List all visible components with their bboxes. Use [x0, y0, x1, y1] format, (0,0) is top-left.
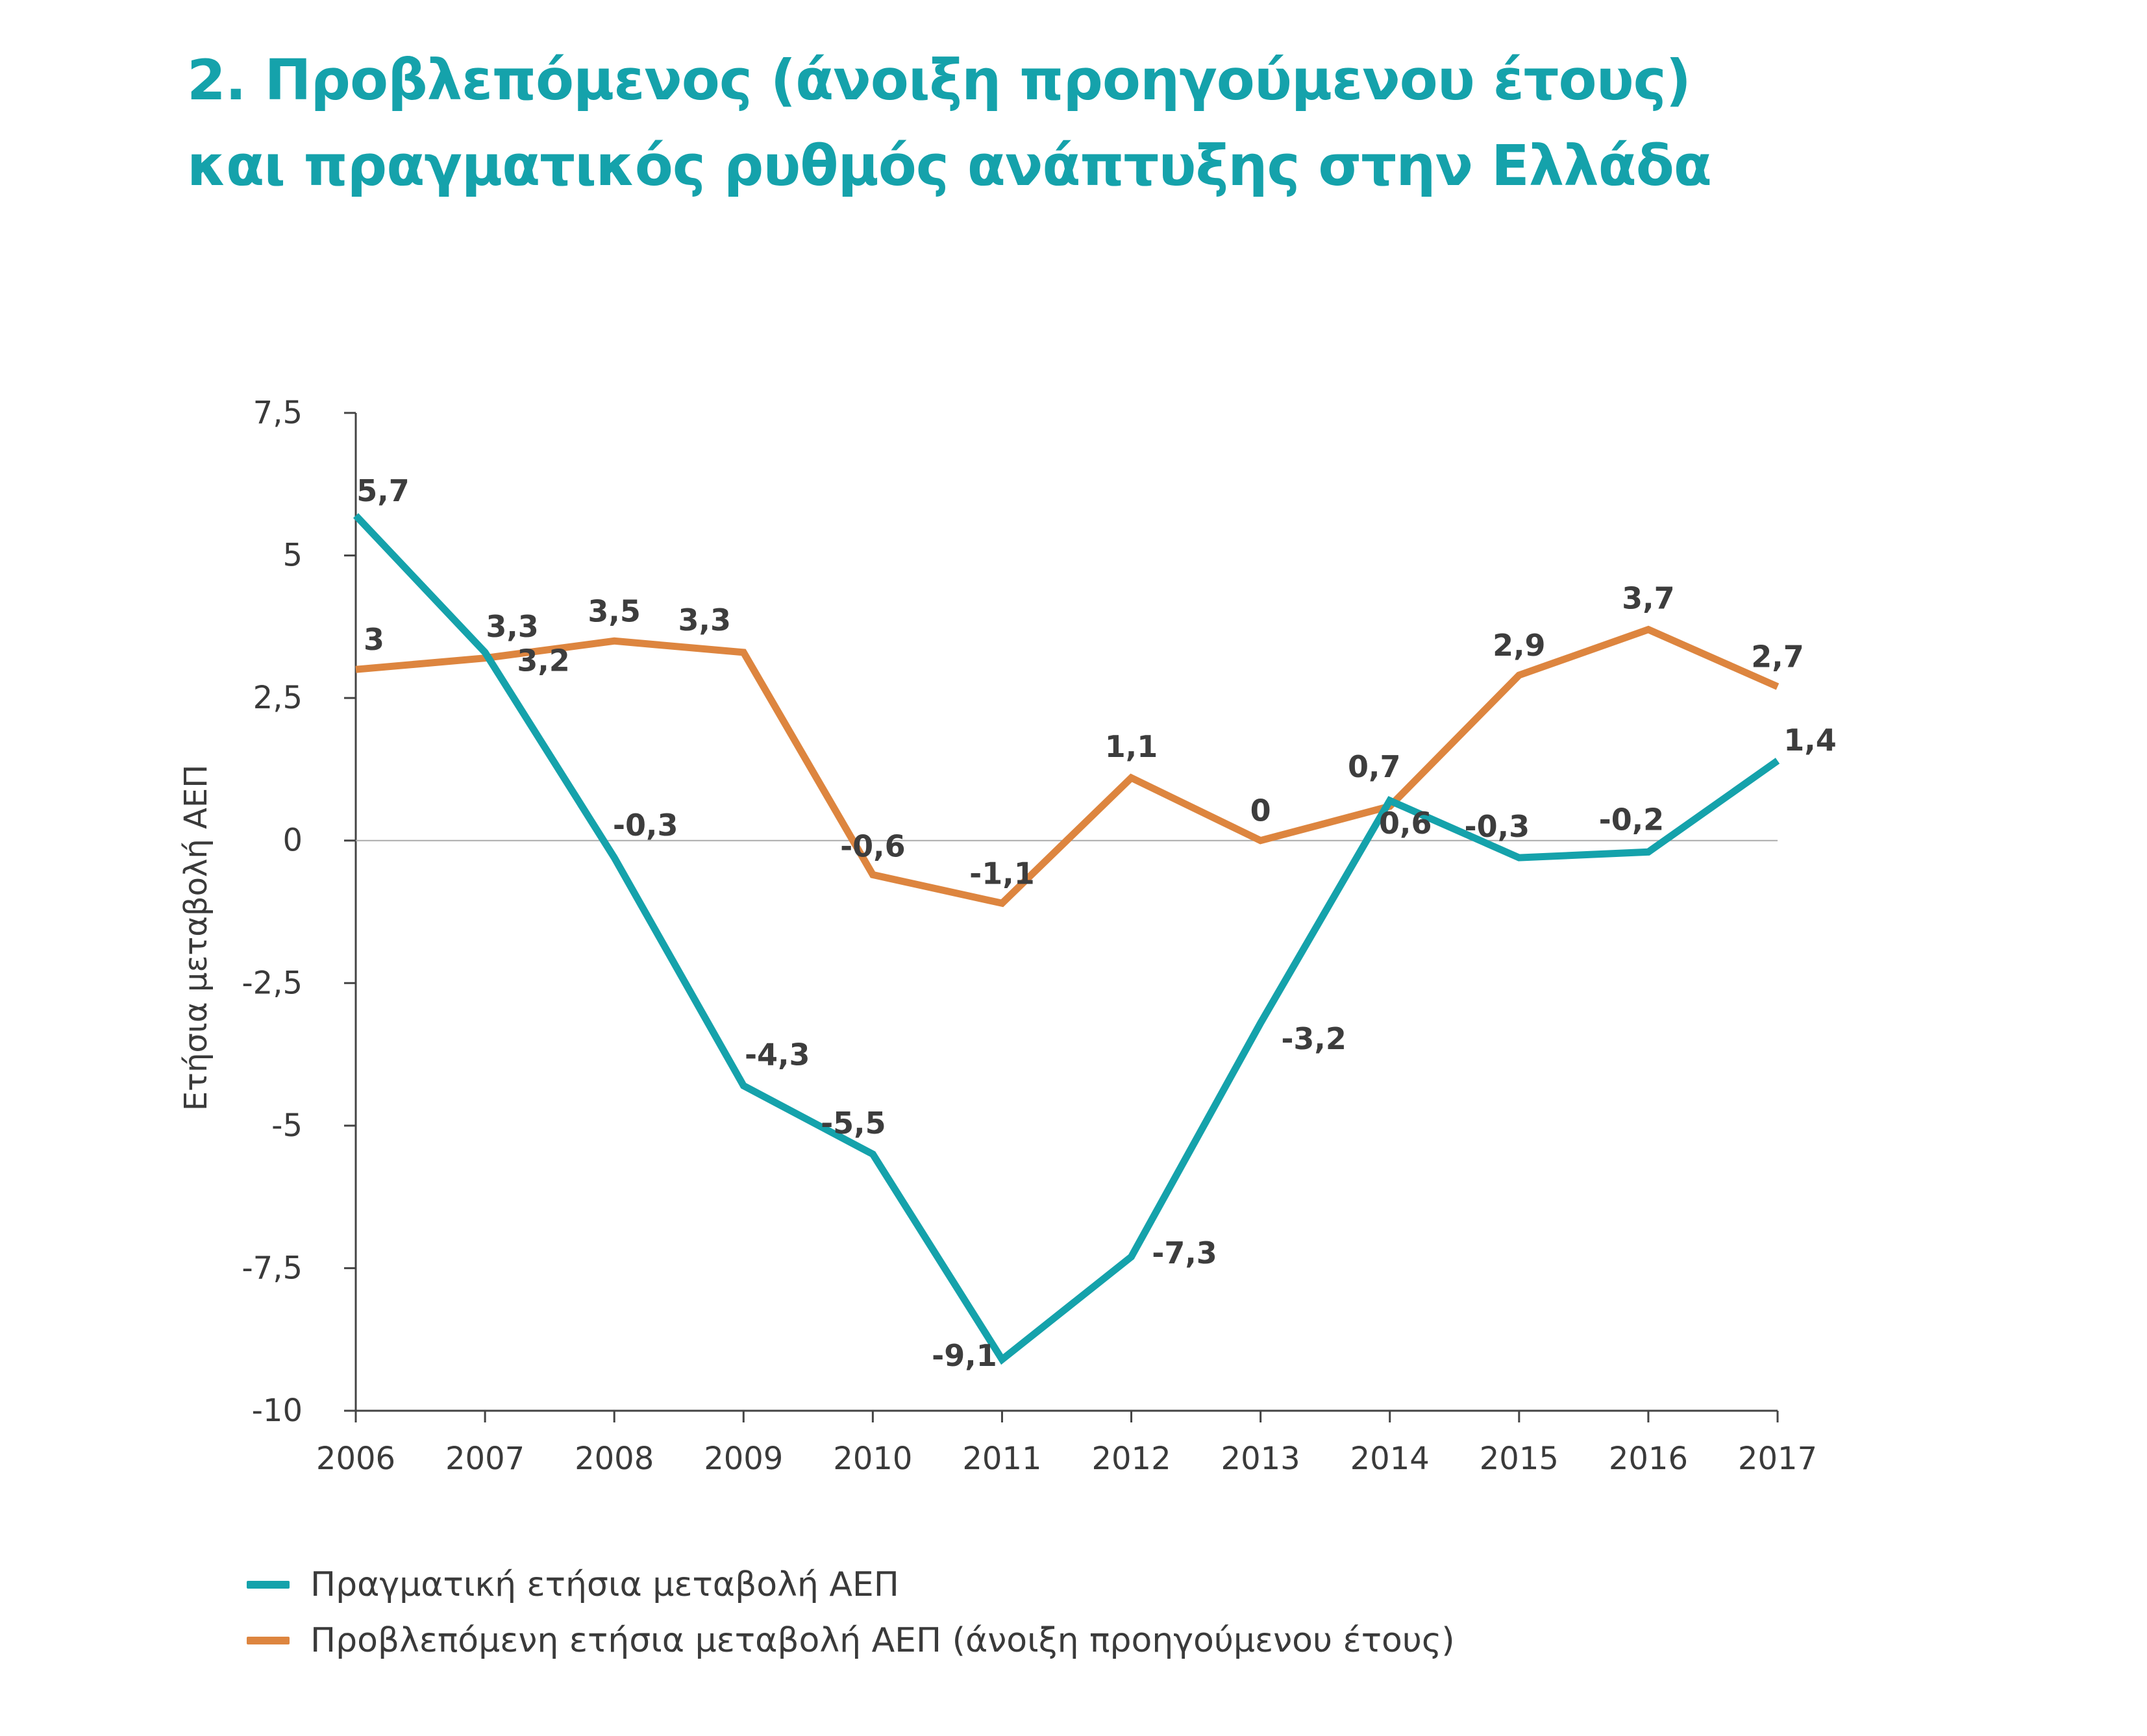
data-label-forecast: 2,9 [1493, 628, 1546, 663]
data-label-forecast: 3,7 [1622, 581, 1675, 616]
chart-title-line-2: και πραγματικός ρυθμός ανάπτυξης στην Ελ… [187, 134, 1712, 199]
chart-legend: Πραγματική ετήσια μεταβολή ΑΕΠ Προβλεπόμ… [247, 1557, 1455, 1668]
series-line-actual [353, 513, 1780, 1365]
x-tick-label: 2008 [575, 1441, 654, 1477]
data-label-actual: -5,5 [821, 1106, 886, 1141]
chart-data-labels: 5,7 3,3 -0,3 -4,3 -5,5 -9,1 -7,3 -3,2 0,7 -0,3 -0,… [356, 473, 1837, 1373]
data-label-actual: -0,3 [1465, 809, 1530, 844]
y-tick-label: -2,5 [242, 965, 303, 1001]
x-tick-label: 2016 [1609, 1441, 1688, 1477]
data-label-forecast: -0,6 [840, 828, 906, 863]
data-label-actual: -3,2 [1281, 1021, 1347, 1056]
data-label-forecast: 0,6 [1379, 806, 1432, 841]
y-tick-label: -7,5 [242, 1250, 303, 1286]
x-tick-label: 2017 [1738, 1441, 1817, 1477]
data-label-actual: 0,7 [1348, 749, 1401, 784]
chart-title: 2. Προβλεπόμενος (άνοιξη προηγούμενου έτ… [187, 38, 1712, 209]
data-label-actual: 3,3 [486, 609, 539, 644]
chart-title-line-1: 2. Προβλεπόμενος (άνοιξη προηγούμενου έτ… [187, 48, 1691, 113]
chart-axes: 7,5 5 2,5 0 -2,5 -5 -7,5 -10 2006 2007 2008 2009 201… [178, 395, 1817, 1477]
x-tick-label: 2009 [704, 1441, 783, 1477]
series-line-forecast [355, 625, 1780, 908]
y-tick-label: 2,5 [253, 680, 303, 716]
legend-label-actual: Πραγματική ετήσια μεταβολή ΑΕΠ [310, 1565, 899, 1604]
y-tick-label: 0 [282, 823, 303, 859]
chart-series [353, 513, 1780, 1365]
y-tick-label: -10 [252, 1393, 303, 1429]
legend-item-forecast: Προβλεπόμενη ετήσια μεταβολή ΑΕΠ (άνοιξη… [247, 1613, 1455, 1668]
x-tick-label: 2011 [962, 1441, 1041, 1477]
x-tick-label: 2007 [445, 1441, 525, 1477]
data-label-actual: -4,3 [745, 1037, 810, 1072]
data-label-forecast: 3,2 [517, 643, 570, 678]
y-tick-label: -5 [271, 1108, 303, 1144]
x-tick-label: 2013 [1221, 1441, 1300, 1477]
y-axis-title: Ετήσια μεταβολή ΑΕΠ [178, 765, 214, 1111]
x-tick-label: 2014 [1350, 1441, 1430, 1477]
data-label-forecast: 3,3 [678, 602, 732, 638]
data-label-actual: -0,3 [613, 808, 678, 843]
data-label-actual: -9,1 [932, 1338, 997, 1373]
x-tick-label: 2012 [1091, 1441, 1171, 1477]
data-label-actual: -0,2 [1599, 802, 1665, 837]
data-label-forecast: 1,1 [1105, 729, 1158, 764]
y-tick-label: 5 [282, 538, 303, 574]
x-tick-label: 2015 [1480, 1441, 1559, 1477]
data-label-actual: 1,4 [1783, 723, 1837, 758]
data-label-forecast: 3 [364, 622, 384, 657]
x-tick-label: 2006 [316, 1441, 395, 1477]
legend-swatch-forecast [247, 1637, 290, 1644]
data-label-forecast: 3,5 [588, 593, 641, 628]
x-tick-label: 2010 [833, 1441, 912, 1477]
y-tick-label: 7,5 [253, 395, 303, 431]
data-label-actual: -7,3 [1152, 1235, 1217, 1271]
data-label-forecast: 2,7 [1751, 639, 1804, 675]
legend-item-actual: Πραγματική ετήσια μεταβολή ΑΕΠ [247, 1557, 1455, 1613]
data-label-forecast: 0 [1250, 793, 1271, 828]
legend-label-forecast: Προβλεπόμενη ετήσια μεταβολή ΑΕΠ (άνοιξη… [310, 1621, 1455, 1660]
legend-swatch-actual [247, 1581, 290, 1589]
data-label-actual: 5,7 [356, 473, 410, 508]
data-label-forecast: -1,1 [969, 856, 1035, 891]
